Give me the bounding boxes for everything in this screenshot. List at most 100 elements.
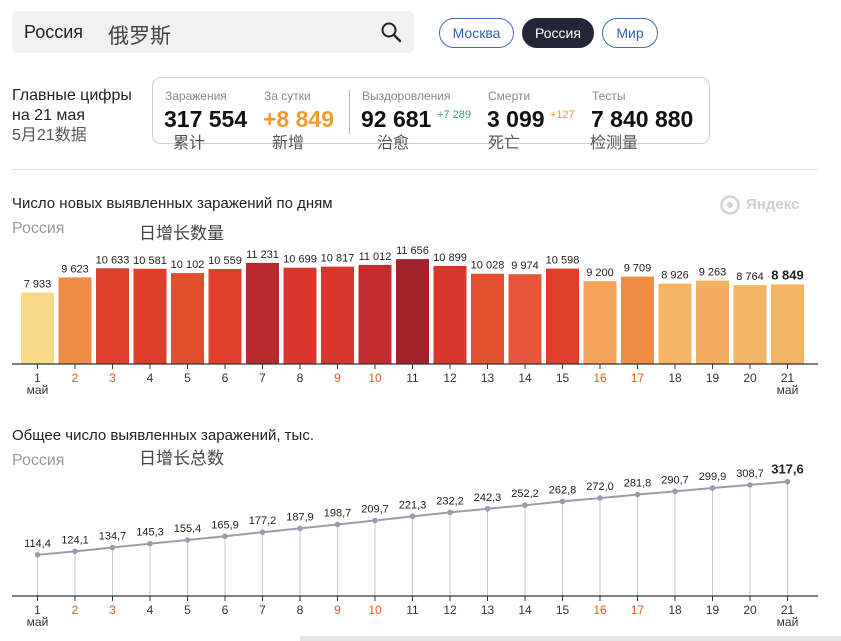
point-day-7 — [259, 529, 266, 536]
point-value-label: 317,6 — [771, 462, 804, 477]
bar-day-5 — [171, 273, 204, 364]
point-day-18 — [672, 488, 678, 495]
x-tick-label: 16 — [593, 603, 607, 617]
x-tick-label: 4 — [147, 603, 154, 617]
x-tick-label: 18 — [668, 371, 682, 385]
bar-value-label: 10 102 — [171, 259, 205, 271]
point-day-9 — [334, 521, 341, 528]
point-day-21 — [784, 478, 791, 485]
point-value-label: 308,7 — [736, 468, 764, 480]
total-cases-line-chart: 114,4 124,1 134,7 145,3 155,4 165,9 177,2 187,9… — [12, 462, 818, 629]
point-value-label: 290,7 — [661, 474, 689, 486]
x-tick-label: 15 — [556, 603, 570, 617]
bar-day-19 — [696, 280, 729, 364]
x-month-label: май — [27, 615, 49, 629]
section-separator — [12, 169, 818, 170]
stat-deaths-delta: +127 — [550, 109, 575, 121]
bar-value-label: 11 012 — [359, 251, 392, 263]
x-tick-label: 1 — [34, 371, 41, 385]
search-icon[interactable] — [380, 21, 402, 43]
stat-recovered-label: Выздоровления — [362, 89, 451, 103]
x-tick-label: 15 — [556, 371, 570, 385]
x-tick-label: 21 — [781, 603, 795, 617]
bar-value-label: 11 656 — [396, 245, 429, 257]
bar-value-label: 10 633 — [96, 254, 130, 266]
point-day-13 — [484, 505, 491, 512]
bar-value-label: 10 899 — [433, 252, 467, 264]
point-value-label: 281,8 — [624, 478, 652, 490]
bottom-strip — [300, 636, 841, 641]
summary-title: Главные цифры на 21 мая 5月21数据 — [12, 86, 132, 146]
bar-value-label: 9 623 — [61, 263, 89, 275]
x-tick-label: 11 — [406, 603, 419, 617]
chart2-annotation: 日增长总数 — [139, 449, 224, 468]
chart1-title: Число новых выявленных заражений по дням — [12, 195, 333, 212]
point-day-1 — [34, 552, 41, 558]
bar-day-15 — [546, 268, 579, 364]
point-day-15 — [559, 498, 566, 505]
region-pill-moscow[interactable]: Москва — [439, 18, 514, 48]
stat-cases-zh: 累计 — [173, 135, 206, 152]
bar-day-2 — [58, 277, 92, 364]
point-value-label: 299,9 — [699, 471, 727, 483]
x-tick-label: 5 — [184, 371, 191, 385]
point-value-label: 114,4 — [24, 538, 51, 550]
search-box[interactable]: Россия 俄罗斯 — [12, 11, 414, 53]
point-day-16 — [597, 495, 603, 501]
bar-value-label: 10 028 — [471, 260, 505, 272]
bar-day-12 — [433, 265, 467, 364]
x-tick-label: 12 — [443, 603, 457, 617]
x-tick-label: 3 — [109, 371, 116, 385]
region-pill-world[interactable]: Мир — [602, 18, 658, 48]
x-tick-label: 7 — [259, 371, 266, 385]
point-value-label: 272,0 — [586, 481, 614, 493]
x-tick-label: 12 — [443, 371, 457, 385]
x-tick-label: 7 — [259, 603, 266, 617]
x-tick-label: 6 — [222, 371, 229, 385]
x-month-label: май — [777, 383, 799, 397]
point-day-20 — [747, 482, 753, 488]
point-value-label: 165,9 — [211, 519, 239, 531]
stats-divider — [349, 90, 350, 134]
chart1-annotation: 日增长数量 — [139, 224, 224, 243]
bar-value-label: 10 559 — [208, 255, 242, 267]
x-tick-label: 1 — [34, 603, 41, 617]
x-tick-label: 18 — [668, 603, 682, 617]
chart1-subtitle: Россия — [12, 220, 65, 237]
point-value-label: 242,3 — [474, 492, 502, 504]
x-tick-label: 10 — [368, 371, 382, 385]
point-day-3 — [109, 544, 116, 551]
point-day-4 — [147, 540, 153, 547]
search-annotation: 俄罗斯 — [108, 25, 171, 48]
stat-recovered-delta: +7 289 — [437, 109, 471, 121]
stat-tests-label: Тесты — [592, 89, 626, 103]
stat-recovered-zh: 治愈 — [377, 135, 410, 152]
x-tick-label: 6 — [222, 603, 229, 617]
bar-day-10 — [358, 264, 392, 364]
bar-day-3 — [96, 268, 129, 364]
point-value-label: 209,7 — [361, 504, 389, 516]
region-pill-russia[interactable]: Россия — [522, 18, 594, 48]
stat-cases-label: Заражения — [165, 89, 227, 103]
bar-day-16 — [583, 281, 617, 364]
point-day-11 — [409, 513, 416, 520]
x-tick-label: 8 — [297, 371, 304, 385]
point-day-2 — [72, 548, 78, 555]
bar-value-label: 9 200 — [586, 267, 614, 279]
point-day-6 — [222, 533, 228, 540]
bar-day-21 — [771, 284, 804, 364]
x-tick-label: 13 — [481, 603, 495, 617]
chart2-subtitle: Россия — [12, 452, 65, 469]
search-query[interactable]: Россия — [24, 22, 84, 42]
point-day-5 — [184, 537, 191, 543]
x-tick-label: 14 — [518, 371, 532, 385]
chart2-title: Общее число выявленных заражений, тыс. — [12, 427, 314, 444]
point-value-label: 124,1 — [61, 534, 89, 546]
point-day-17 — [634, 491, 641, 498]
bar-day-8 — [283, 267, 317, 364]
stat-daily-value: +8 849 — [263, 106, 334, 132]
bar-day-11 — [396, 259, 429, 364]
point-value-label: 177,2 — [249, 515, 277, 527]
bar-value-label: 10 817 — [321, 253, 355, 265]
